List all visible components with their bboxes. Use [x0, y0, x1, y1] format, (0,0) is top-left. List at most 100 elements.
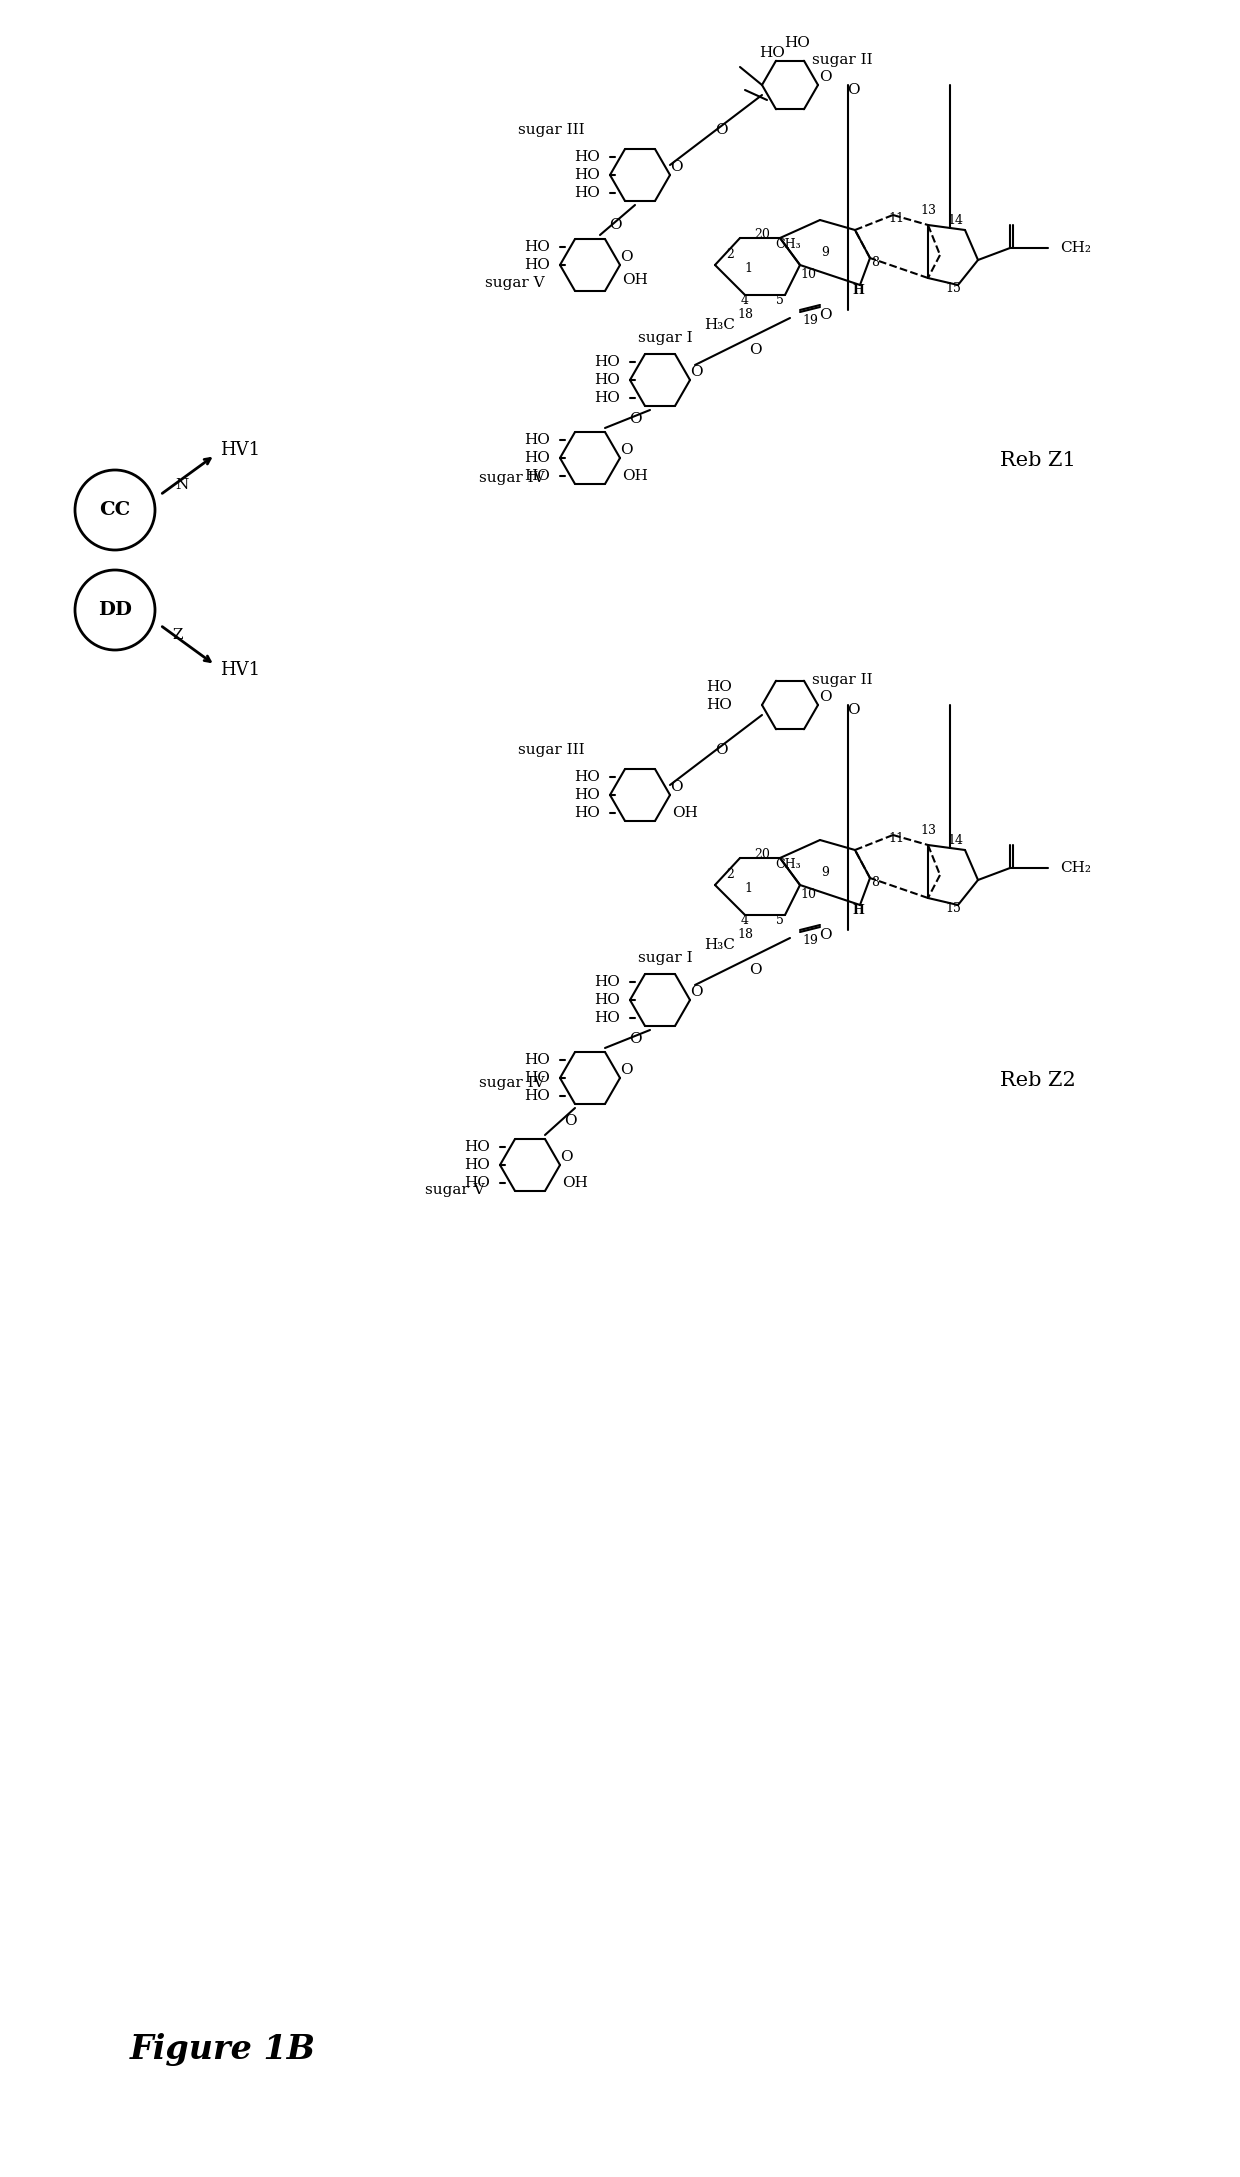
Text: O: O — [620, 442, 632, 457]
Text: HO: HO — [706, 699, 732, 712]
Text: 5: 5 — [776, 914, 784, 927]
Text: HO: HO — [525, 1088, 551, 1104]
Text: HO: HO — [574, 805, 600, 821]
Text: O: O — [620, 250, 632, 263]
Text: HO: HO — [464, 1176, 490, 1191]
Text: 2: 2 — [727, 869, 734, 882]
Text: 9: 9 — [821, 866, 828, 880]
Text: O: O — [620, 1062, 632, 1078]
Text: O: O — [689, 366, 702, 379]
Text: 18: 18 — [737, 309, 753, 322]
Text: Z: Z — [172, 627, 182, 642]
Text: 5: 5 — [776, 294, 784, 307]
Text: 11: 11 — [888, 211, 904, 224]
Text: O: O — [749, 344, 761, 357]
Text: HO: HO — [464, 1158, 490, 1171]
Text: HV1: HV1 — [219, 442, 260, 459]
Text: 8: 8 — [870, 255, 879, 268]
Text: HO: HO — [594, 392, 620, 405]
Text: HO: HO — [759, 46, 785, 61]
Text: OH: OH — [622, 468, 649, 483]
Text: O: O — [629, 411, 641, 427]
Text: sugar I: sugar I — [637, 951, 692, 964]
Text: O: O — [818, 70, 831, 85]
Text: 4: 4 — [742, 914, 749, 927]
Text: 20: 20 — [754, 229, 770, 242]
Text: 1: 1 — [744, 261, 751, 274]
Text: O: O — [818, 690, 831, 703]
Text: O: O — [714, 742, 728, 758]
Text: HO: HO — [574, 185, 600, 200]
Text: O: O — [559, 1149, 573, 1165]
Text: 8: 8 — [870, 875, 879, 888]
Text: CH₂: CH₂ — [1060, 242, 1091, 255]
Text: H: H — [852, 283, 864, 296]
Text: HO: HO — [525, 433, 551, 446]
Text: HO: HO — [525, 259, 551, 272]
Text: 1: 1 — [744, 882, 751, 895]
Text: OH: OH — [672, 805, 698, 821]
Text: HO: HO — [525, 239, 551, 255]
Text: 10: 10 — [800, 888, 816, 901]
Text: 13: 13 — [920, 823, 936, 836]
Text: O: O — [564, 1115, 577, 1128]
Text: O: O — [714, 122, 728, 137]
Text: 19: 19 — [802, 934, 818, 947]
Text: 19: 19 — [802, 313, 818, 327]
Text: Figure 1B: Figure 1B — [130, 2033, 316, 2066]
Text: HO: HO — [594, 993, 620, 1008]
Text: HV1: HV1 — [219, 662, 260, 679]
Text: O: O — [847, 703, 859, 716]
Text: O: O — [609, 218, 621, 233]
Text: HO: HO — [706, 679, 732, 694]
Text: DD: DD — [98, 601, 131, 618]
Text: HO: HO — [594, 975, 620, 988]
Text: H₃C: H₃C — [704, 938, 735, 951]
Text: HO: HO — [574, 788, 600, 801]
Text: sugar II: sugar II — [812, 673, 872, 688]
Text: sugar V: sugar V — [425, 1182, 485, 1197]
Text: sugar II: sugar II — [812, 52, 872, 67]
Text: O: O — [629, 1032, 641, 1045]
Text: sugar III: sugar III — [518, 122, 585, 137]
Text: HO: HO — [594, 355, 620, 368]
Text: HO: HO — [784, 37, 810, 50]
Text: sugar I: sugar I — [637, 331, 692, 344]
Text: CH₂: CH₂ — [1060, 860, 1091, 875]
Text: 15: 15 — [945, 901, 961, 914]
Text: 14: 14 — [947, 213, 963, 226]
Text: sugar V: sugar V — [485, 276, 546, 290]
Text: H: H — [852, 903, 864, 917]
Text: sugar IV: sugar IV — [480, 470, 546, 485]
Text: 18: 18 — [737, 930, 753, 940]
Text: 4: 4 — [742, 294, 749, 307]
Text: 10: 10 — [800, 268, 816, 281]
Text: CC: CC — [99, 501, 130, 518]
Text: HO: HO — [594, 1010, 620, 1025]
Text: HO: HO — [525, 451, 551, 466]
Text: O: O — [670, 779, 682, 795]
Text: sugar IV: sugar IV — [480, 1075, 546, 1091]
Text: HO: HO — [525, 468, 551, 483]
Text: O: O — [847, 83, 859, 98]
Text: O: O — [818, 307, 831, 322]
Text: sugar III: sugar III — [518, 742, 585, 758]
Text: HO: HO — [525, 1054, 551, 1067]
Text: HO: HO — [574, 771, 600, 784]
Text: CH₃: CH₃ — [775, 239, 801, 253]
Text: H₃C: H₃C — [704, 318, 735, 333]
Text: O: O — [749, 962, 761, 977]
Text: OH: OH — [622, 272, 649, 287]
Text: HO: HO — [574, 150, 600, 163]
Text: HO: HO — [525, 1071, 551, 1084]
Text: O: O — [689, 984, 702, 999]
Text: 14: 14 — [947, 834, 963, 847]
Text: HO: HO — [464, 1141, 490, 1154]
Text: Reb Z1: Reb Z1 — [999, 451, 1076, 470]
Text: Reb Z2: Reb Z2 — [999, 1071, 1076, 1088]
Text: 11: 11 — [888, 832, 904, 845]
Text: OH: OH — [562, 1176, 588, 1191]
Text: HO: HO — [594, 372, 620, 388]
Text: 20: 20 — [754, 849, 770, 862]
Text: 15: 15 — [945, 281, 961, 294]
